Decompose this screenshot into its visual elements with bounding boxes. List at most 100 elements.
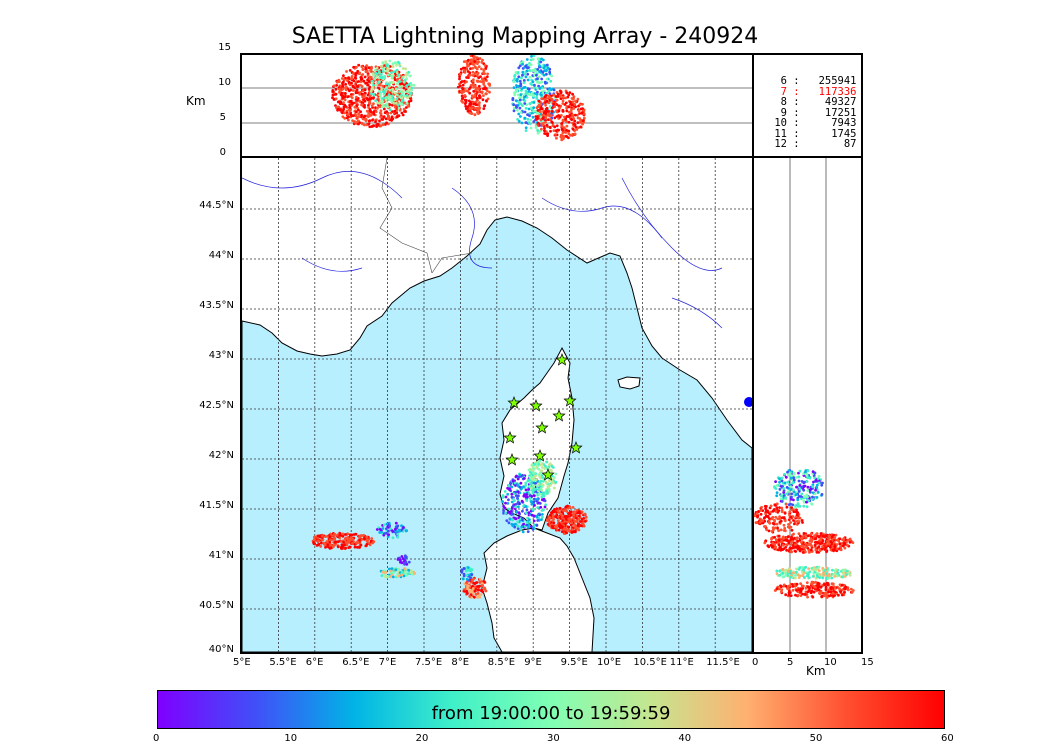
lightning-source [807, 499, 811, 502]
lightning-source [791, 481, 795, 485]
lightning-source [473, 72, 477, 75]
lightning-source [581, 119, 585, 123]
lightning-source [777, 534, 781, 538]
lightning-source [470, 568, 474, 571]
lightning-source [384, 117, 388, 121]
lightning-source [393, 98, 397, 102]
lightning-source [579, 119, 582, 123]
lightning-source [362, 98, 366, 101]
lightning-source [542, 508, 545, 512]
lightning-source [827, 576, 830, 580]
lightning-source [786, 539, 790, 543]
lightning-source [524, 106, 528, 110]
lightning-source [540, 97, 544, 101]
lightning-source [343, 111, 347, 115]
lightning-source [787, 518, 791, 522]
lightning-source [329, 538, 332, 541]
lightning-source [510, 507, 514, 510]
station-count-list: 6 : 255941 7 : 117336 8 : 49327 9 : 1725… [768, 76, 857, 150]
lightning-source [469, 60, 473, 63]
lightning-source [819, 585, 823, 589]
lightning-source [519, 111, 523, 114]
lightning-source [802, 500, 806, 504]
lightning-source [561, 99, 565, 103]
lightning-source [810, 502, 813, 506]
lightning-source [367, 87, 371, 91]
lightning-source [805, 505, 809, 509]
lightning-source [363, 537, 366, 541]
lightning-source [401, 113, 405, 117]
lightning-source [348, 545, 352, 549]
lightning-source [544, 101, 547, 104]
lightning-source [408, 86, 412, 90]
lightning-source [767, 545, 771, 549]
station-count-row: 7 : 117336 [768, 85, 857, 98]
lightning-source [546, 466, 550, 470]
lightning-source [777, 538, 781, 542]
lightning-source [795, 513, 799, 517]
lightning-source [473, 93, 477, 96]
lightning-source [574, 99, 577, 103]
lightning-source [540, 469, 543, 472]
lightning-source [786, 473, 790, 477]
lightning-source [351, 85, 355, 89]
lightning-source [528, 521, 532, 524]
lightning-source [780, 548, 784, 551]
lightning-source [794, 476, 798, 479]
lightning-source [820, 483, 824, 487]
lightning-source [468, 589, 472, 592]
lightning-source [368, 85, 372, 89]
latitude-label: 42°N [208, 450, 234, 461]
lightning-source [387, 73, 390, 77]
lightning-source [827, 590, 830, 594]
lightning-source [387, 567, 391, 571]
lightning-source [563, 520, 567, 523]
lightning-source [364, 544, 368, 548]
lightning-source [783, 511, 787, 515]
lightning-source [331, 93, 335, 97]
lightning-source [545, 77, 549, 81]
lightning-source [488, 84, 492, 87]
lightning-source [521, 60, 525, 64]
lightning-source [478, 106, 482, 110]
lightning-source [773, 503, 777, 507]
lightning-source [464, 104, 468, 108]
lightning-source [527, 525, 530, 529]
lightning-source [560, 134, 563, 137]
lightning-source [463, 102, 467, 105]
lightning-source [515, 510, 519, 514]
lightning-source [793, 584, 797, 588]
lightning-source [570, 108, 573, 111]
lightning-source [777, 543, 781, 547]
lightning-source [391, 62, 395, 65]
lightning-source [533, 504, 536, 507]
lightning-source [501, 500, 504, 504]
lightning-source [540, 462, 544, 466]
lightning-source [798, 549, 802, 553]
lightning-source [403, 94, 406, 98]
altitude-panel [240, 53, 754, 158]
lightning-source [785, 543, 789, 547]
lightning-source [358, 99, 362, 103]
lightning-source [379, 124, 383, 127]
lightning-source [811, 575, 815, 578]
side-xtick: 15 [861, 657, 874, 668]
lightning-source [797, 576, 801, 579]
lightning-source [523, 99, 527, 103]
lightning-source [560, 122, 564, 125]
lightning-source [524, 483, 528, 487]
lightning-source [376, 106, 379, 110]
lightning-source [528, 478, 532, 482]
lightning-source [793, 576, 797, 580]
lightning-source [394, 91, 397, 95]
lightning-source [347, 118, 350, 122]
lightning-source [521, 517, 524, 521]
lightning-source [797, 471, 800, 475]
lightning-source [481, 582, 484, 585]
lightning-source [405, 529, 408, 532]
lightning-source [812, 590, 816, 594]
lightning-source [480, 67, 483, 71]
lightning-source [528, 496, 532, 500]
lightning-source [538, 502, 542, 505]
lightning-source [397, 574, 401, 578]
